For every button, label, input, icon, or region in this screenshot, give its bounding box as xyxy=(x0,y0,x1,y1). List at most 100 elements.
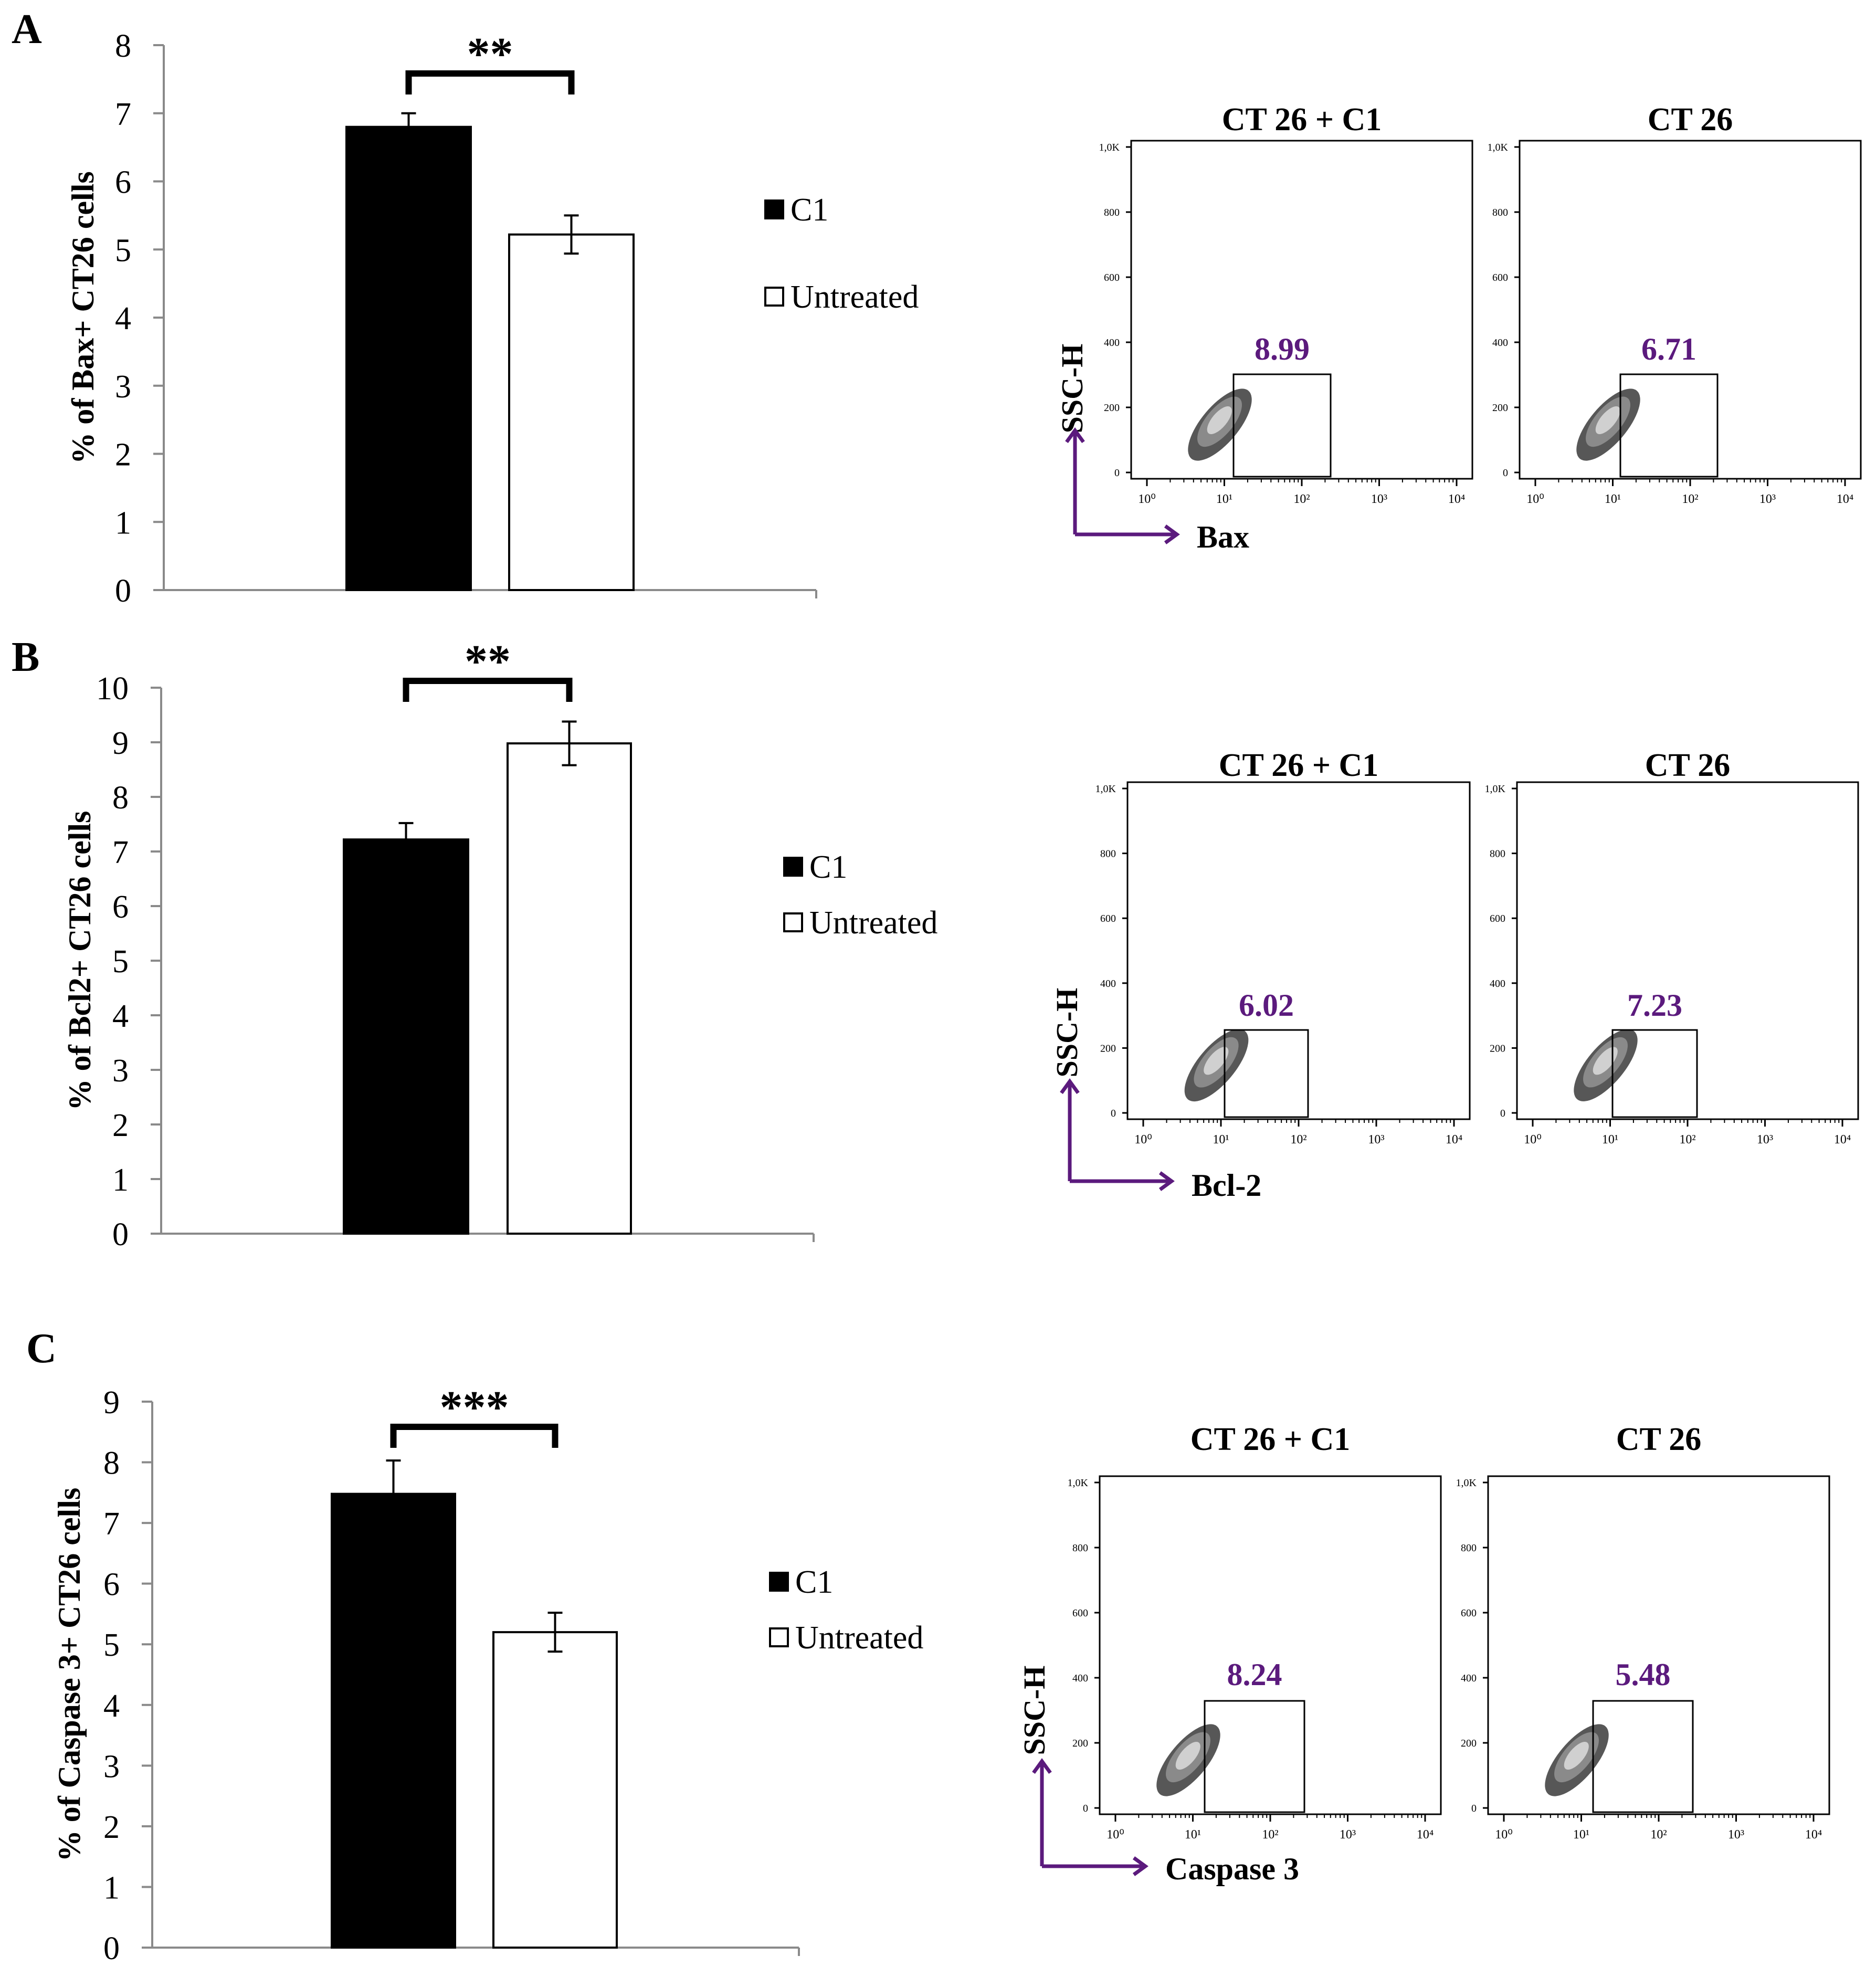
flow-y-tick-label: 200 xyxy=(1490,1043,1505,1054)
flow-x-tick-label: 10⁴ xyxy=(1837,492,1853,506)
flow-x-tick-label: 10⁴ xyxy=(1417,1828,1434,1842)
flow-plot-frame xyxy=(1487,1475,1830,1815)
flow-x-tick-label: 10³ xyxy=(1368,1133,1384,1147)
flow-x-tick-label: 10³ xyxy=(1728,1828,1744,1842)
flow-y-tick-label: 1,0K xyxy=(1488,142,1509,153)
flow-y-tick-label: 0 xyxy=(1471,1803,1477,1814)
flow-y-tick-label: 0 xyxy=(1083,1803,1088,1814)
cell-population-core xyxy=(1593,1047,1618,1075)
cell-population-core xyxy=(1564,1741,1589,1770)
significance-stars: ** xyxy=(467,29,513,80)
y-tick-label: 8 xyxy=(115,28,131,64)
y-tick-label: 6 xyxy=(103,1567,120,1603)
legend-label-untreated: Untreated xyxy=(791,279,919,315)
flow-x-tick-label: 10¹ xyxy=(1605,492,1621,506)
flow-x-tick-label: 10² xyxy=(1293,492,1310,506)
flow-x-tick-label: 10⁴ xyxy=(1834,1133,1851,1147)
panel-letter: B xyxy=(12,634,39,680)
flow-y-tick-label: 400 xyxy=(1104,337,1120,349)
flow-y-tick-label: 1,0K xyxy=(1099,142,1120,153)
flow-y-axis-label: SSC-H xyxy=(1055,344,1089,434)
flow-x-tick-label: 10⁰ xyxy=(1526,492,1544,506)
y-tick-label: 7 xyxy=(115,97,131,132)
y-tick-label: 5 xyxy=(115,233,131,268)
flow-x-tick-label: 10⁴ xyxy=(1805,1828,1822,1842)
flow-y-tick-label: 200 xyxy=(1104,402,1120,414)
legend-label-c1: C1 xyxy=(791,192,828,228)
flow-plot-title: CT 26 xyxy=(1645,748,1731,783)
flow-y-tick-label: 800 xyxy=(1461,1542,1477,1554)
flow-y-tick-label: 400 xyxy=(1492,337,1508,349)
cell-population-core xyxy=(1595,406,1620,435)
flow-y-tick-label: 400 xyxy=(1072,1673,1088,1684)
significance-stars: ** xyxy=(465,636,511,687)
flow-y-tick-label: 1,0K xyxy=(1456,1477,1477,1489)
flow-x-tick-label: 10⁴ xyxy=(1446,1133,1462,1147)
flow-y-tick-label: 0 xyxy=(1503,467,1508,479)
y-tick-label: 4 xyxy=(103,1688,120,1724)
flow-y-tick-label: 400 xyxy=(1100,978,1116,990)
cell-population-core xyxy=(1204,1047,1229,1075)
x-arrow-icon xyxy=(1070,1171,1175,1191)
y-tick-label: 1 xyxy=(103,1870,120,1906)
x-arrow-icon xyxy=(1042,1856,1148,1876)
gate-box xyxy=(1592,1700,1694,1813)
y-tick-label: 2 xyxy=(112,1108,129,1143)
gate-box xyxy=(1224,1029,1309,1118)
flow-y-tick-label: 200 xyxy=(1072,1738,1088,1749)
significance-bracket xyxy=(390,1424,558,1448)
flow-x-tick-label: 10¹ xyxy=(1573,1828,1589,1842)
legend-label-untreated: Untreated xyxy=(795,1620,923,1656)
y-tick-label: 0 xyxy=(103,1931,120,1967)
flow-x-tick-label: 10² xyxy=(1290,1133,1306,1147)
y-tick-label: 4 xyxy=(112,998,129,1034)
flow-y-tick-label: 600 xyxy=(1100,913,1116,924)
flow-x-tick-label: 10¹ xyxy=(1213,1133,1229,1147)
y-tick-label: 1 xyxy=(115,505,131,541)
bar-c1 xyxy=(345,125,472,591)
panel-letter: C xyxy=(26,1326,57,1372)
gate-percentage: 8.99 xyxy=(1255,332,1310,366)
flow-plot-title: CT 26 xyxy=(1616,1422,1702,1457)
flow-y-tick-label: 600 xyxy=(1461,1607,1477,1619)
gate-percentage: 5.48 xyxy=(1616,1657,1671,1692)
y-tick-label: 9 xyxy=(112,725,129,761)
y-tick-label: 10 xyxy=(96,671,129,707)
significance-bracket xyxy=(403,678,573,702)
flow-x-axis-label: Caspase 3 xyxy=(1165,1852,1299,1886)
cell-population-core xyxy=(1175,1741,1200,1770)
flow-y-tick-label: 400 xyxy=(1461,1673,1477,1684)
gate-percentage: 8.24 xyxy=(1227,1657,1282,1692)
y-tick-label: 0 xyxy=(112,1217,129,1253)
flow-y-tick-label: 800 xyxy=(1104,207,1120,218)
y-axis-label: % of Caspase 3+ CT26 cells xyxy=(52,1488,87,1862)
flow-y-tick-label: 800 xyxy=(1100,848,1116,860)
flow-plot-title: CT 26 + C1 xyxy=(1219,748,1379,783)
legend-swatch-c1 xyxy=(769,1572,789,1592)
legend-swatch-untreated xyxy=(769,1627,789,1647)
flow-x-tick-label: 10⁰ xyxy=(1524,1133,1542,1147)
flow-x-tick-label: 10³ xyxy=(1340,1828,1356,1842)
y-tick-label: 2 xyxy=(115,437,131,473)
flow-x-tick-label: 10¹ xyxy=(1185,1828,1201,1842)
bar-untreated xyxy=(492,1631,618,1949)
flow-x-tick-label: 10⁰ xyxy=(1134,1133,1152,1147)
flow-x-tick-label: 10² xyxy=(1682,492,1698,506)
flow-y-tick-label: 1,0K xyxy=(1068,1477,1089,1489)
flow-y-tick-label: 1,0K xyxy=(1095,783,1116,795)
gate-percentage: 6.02 xyxy=(1239,988,1294,1023)
y-tick-label: 3 xyxy=(115,369,131,405)
significance-stars: *** xyxy=(440,1382,509,1433)
legend-swatch-c1 xyxy=(783,857,803,877)
y-tick-label: 5 xyxy=(112,944,129,980)
gate-box xyxy=(1619,373,1719,478)
flow-y-axis-label: SSC-H xyxy=(1050,988,1084,1078)
gate-box xyxy=(1204,1700,1305,1813)
cell-population-core xyxy=(1207,406,1232,435)
flow-y-tick-label: 400 xyxy=(1490,978,1505,990)
gate-box xyxy=(1232,373,1332,478)
flow-y-tick-label: 800 xyxy=(1072,1542,1088,1554)
y-tick-label: 8 xyxy=(103,1446,120,1481)
flow-x-tick-label: 10³ xyxy=(1757,1133,1773,1147)
